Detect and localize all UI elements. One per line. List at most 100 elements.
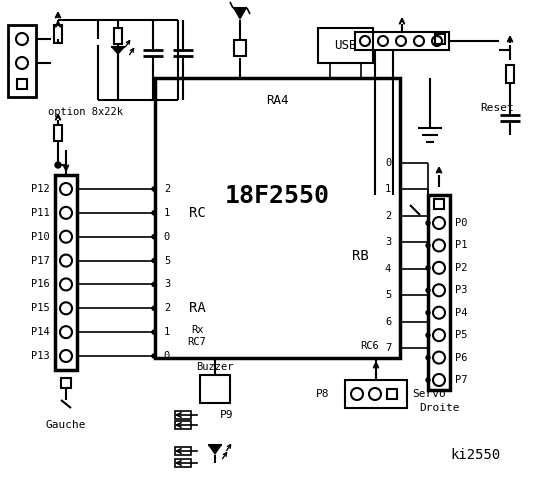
Text: Reset: Reset xyxy=(480,103,514,113)
Bar xyxy=(8,25,36,97)
Bar xyxy=(506,65,514,83)
Circle shape xyxy=(433,307,445,319)
Text: 6: 6 xyxy=(385,317,391,326)
Text: P17: P17 xyxy=(32,255,50,265)
Text: ki2550: ki2550 xyxy=(450,448,500,462)
Circle shape xyxy=(60,350,72,362)
Bar xyxy=(234,40,246,56)
Text: 5: 5 xyxy=(385,290,391,300)
Polygon shape xyxy=(233,8,247,20)
Text: P6: P6 xyxy=(455,353,467,362)
Circle shape xyxy=(426,266,430,270)
Text: 18F2550: 18F2550 xyxy=(225,184,330,208)
Circle shape xyxy=(433,374,445,386)
Text: RC6: RC6 xyxy=(361,341,379,351)
Circle shape xyxy=(426,311,430,315)
Circle shape xyxy=(369,388,381,400)
Bar xyxy=(114,28,122,44)
Bar xyxy=(17,79,27,89)
Circle shape xyxy=(152,211,156,215)
Circle shape xyxy=(426,288,430,292)
Circle shape xyxy=(60,278,72,290)
Text: P8: P8 xyxy=(316,389,330,399)
Circle shape xyxy=(378,36,388,46)
Text: 5: 5 xyxy=(164,255,170,265)
Circle shape xyxy=(152,330,156,334)
Text: P16: P16 xyxy=(32,279,50,289)
Bar xyxy=(434,199,444,209)
Circle shape xyxy=(60,183,72,195)
Text: 0: 0 xyxy=(164,351,170,361)
Text: P5: P5 xyxy=(455,330,467,340)
Text: 1: 1 xyxy=(164,327,170,337)
Bar xyxy=(435,34,445,44)
Text: RC7: RC7 xyxy=(187,337,206,347)
Text: P7: P7 xyxy=(455,375,467,385)
Circle shape xyxy=(152,306,156,310)
Bar xyxy=(55,175,77,370)
Text: RC: RC xyxy=(189,206,205,220)
Text: 3: 3 xyxy=(385,237,391,247)
Circle shape xyxy=(55,162,61,168)
Polygon shape xyxy=(208,445,222,455)
Circle shape xyxy=(433,351,445,363)
Text: P3: P3 xyxy=(455,285,467,295)
Text: 4: 4 xyxy=(385,264,391,274)
Circle shape xyxy=(432,36,442,46)
Circle shape xyxy=(16,33,28,45)
Bar xyxy=(387,389,397,399)
Text: P9: P9 xyxy=(220,410,234,420)
Text: P12: P12 xyxy=(32,184,50,194)
Circle shape xyxy=(433,262,445,274)
Bar xyxy=(175,421,191,429)
Text: USB: USB xyxy=(334,39,357,52)
Circle shape xyxy=(60,207,72,219)
Text: 0: 0 xyxy=(385,158,391,168)
Bar xyxy=(345,380,407,408)
Circle shape xyxy=(360,36,370,46)
Bar xyxy=(175,411,191,419)
Text: 2: 2 xyxy=(164,303,170,313)
Bar xyxy=(175,459,191,467)
Circle shape xyxy=(433,217,445,229)
Circle shape xyxy=(426,221,430,225)
Text: P15: P15 xyxy=(32,303,50,313)
Circle shape xyxy=(60,326,72,338)
Text: RA: RA xyxy=(189,301,205,315)
Bar xyxy=(54,125,62,141)
Circle shape xyxy=(433,329,445,341)
Text: P14: P14 xyxy=(32,327,50,337)
Circle shape xyxy=(16,57,28,69)
Circle shape xyxy=(152,354,156,358)
Circle shape xyxy=(60,231,72,243)
Circle shape xyxy=(60,302,72,314)
Text: Servo: Servo xyxy=(412,389,446,399)
Bar xyxy=(61,378,71,388)
Text: P11: P11 xyxy=(32,208,50,218)
Text: 7: 7 xyxy=(385,343,391,353)
Text: P0: P0 xyxy=(455,218,467,228)
Circle shape xyxy=(433,284,445,296)
Text: P1: P1 xyxy=(455,240,467,251)
Text: option 8x22k: option 8x22k xyxy=(48,107,123,117)
Circle shape xyxy=(152,259,156,263)
Circle shape xyxy=(152,282,156,287)
Circle shape xyxy=(396,36,406,46)
Text: 0: 0 xyxy=(164,232,170,242)
Text: RA4: RA4 xyxy=(266,94,289,107)
Bar xyxy=(54,25,62,43)
Bar xyxy=(200,375,230,403)
Circle shape xyxy=(152,187,156,191)
Circle shape xyxy=(426,333,430,337)
Text: Buzzer: Buzzer xyxy=(196,362,234,372)
Text: Rx: Rx xyxy=(191,325,204,335)
Polygon shape xyxy=(111,47,125,55)
Text: 3: 3 xyxy=(164,279,170,289)
Bar xyxy=(318,28,373,63)
Text: P2: P2 xyxy=(455,263,467,273)
Circle shape xyxy=(426,378,430,382)
Circle shape xyxy=(351,388,363,400)
Text: 2: 2 xyxy=(164,184,170,194)
Text: 2: 2 xyxy=(385,211,391,221)
Bar xyxy=(155,78,400,358)
